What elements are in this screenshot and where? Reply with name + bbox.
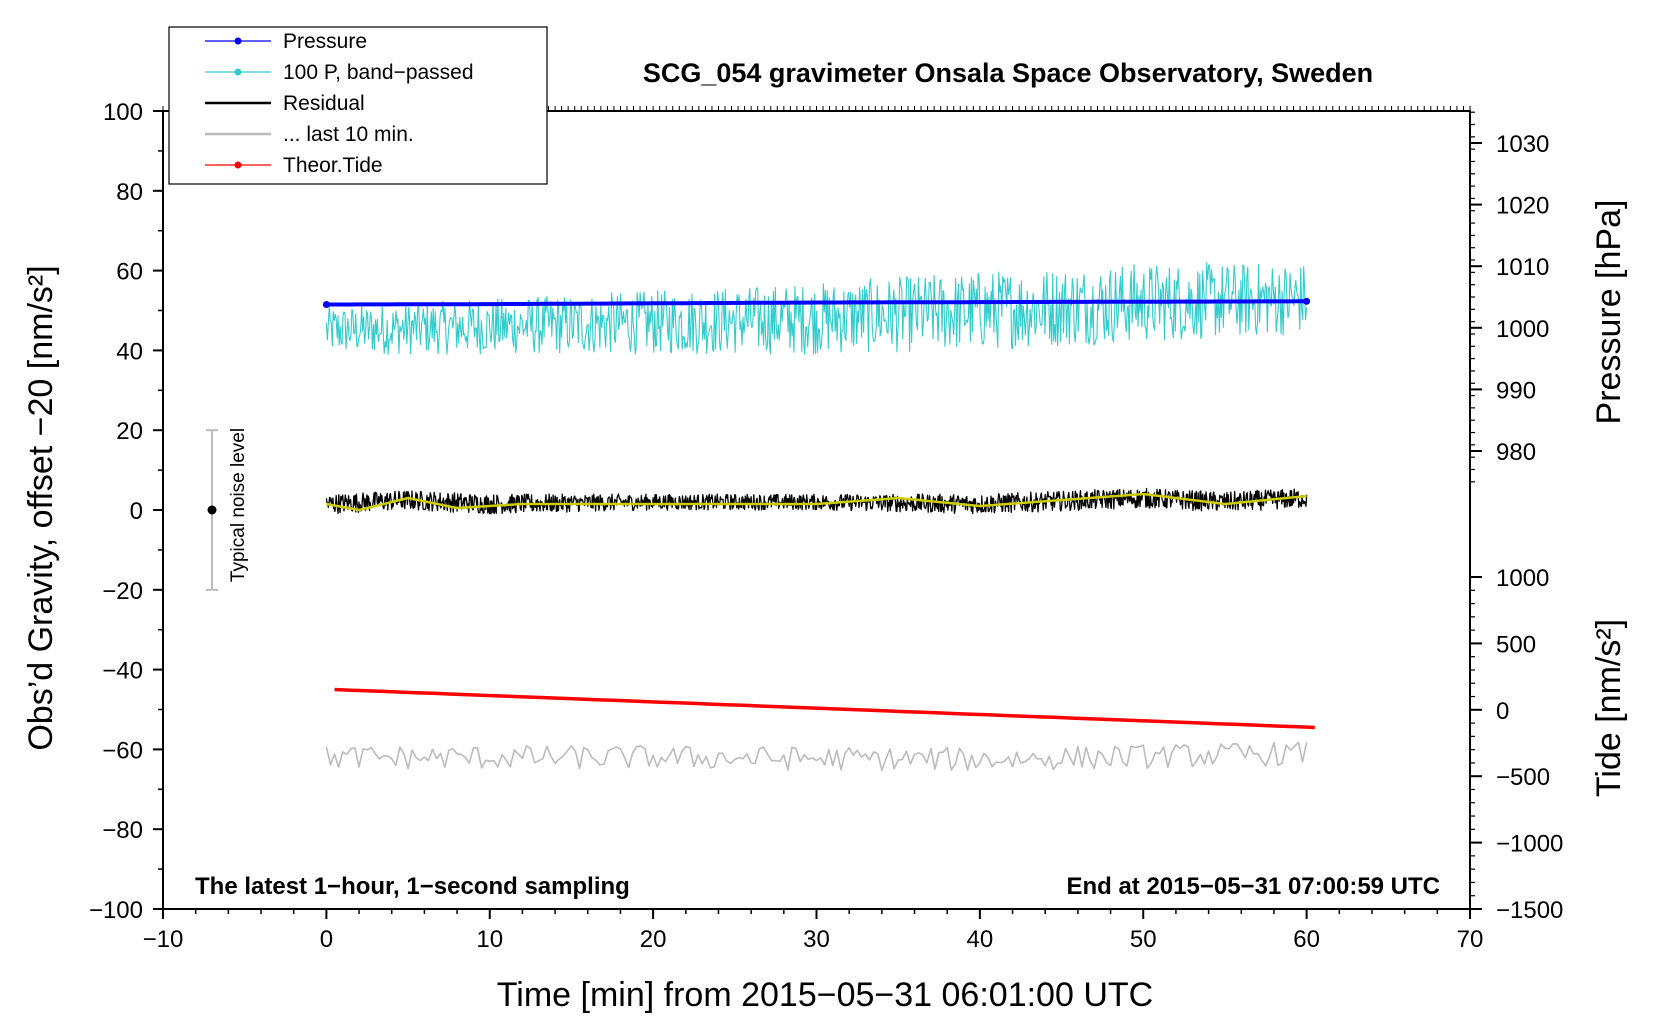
series-pressure xyxy=(326,299,1307,307)
legend-box xyxy=(168,26,548,185)
x-axis-title: Time [min] from 2015−05−31 06:01:00 UTC xyxy=(497,976,1153,1014)
x-tick-label: 70 xyxy=(1457,926,1484,953)
y-tick-label: −60 xyxy=(102,737,143,764)
pressure-tick-label: 990 xyxy=(1496,377,1536,404)
noise-level-label: Typical noise level xyxy=(228,428,249,582)
y-tick-label: 60 xyxy=(116,259,143,286)
x-tick-label: 20 xyxy=(640,926,667,953)
x-tick-label: 40 xyxy=(967,926,994,953)
tide-axis-title: Tide [nm/s²] xyxy=(1590,619,1628,797)
legend-label: Theor.Tide xyxy=(283,154,383,177)
legend-label: Residual xyxy=(283,92,365,115)
legend: Pressure 100 P, band−passed Residual ... la… xyxy=(168,26,548,185)
pressure-start-point xyxy=(322,301,330,309)
noise-bar-center xyxy=(207,505,217,515)
x-tick-label: 0 xyxy=(320,926,333,953)
series-residual-smoothed xyxy=(326,492,1307,512)
legend-marker xyxy=(234,161,242,169)
y-axis-title: Obs’d Gravity, offset −20 [nm/s²] xyxy=(22,265,60,750)
note-sampling: The latest 1−hour, 1−second sampling xyxy=(195,873,630,900)
series-theoretical-tide xyxy=(334,687,1315,730)
legend-marker xyxy=(234,37,242,45)
series-last-10-min xyxy=(325,741,1308,772)
y-tick-label: 80 xyxy=(116,179,143,206)
y-tick-label: 20 xyxy=(116,418,143,445)
y-tick-label: −80 xyxy=(102,817,143,844)
tide-tick-label: −500 xyxy=(1496,764,1550,791)
x-tick-label: −10 xyxy=(143,926,184,953)
tick-marks: −10 0 10 20 30 40 50 60 70−100−80−60−40−20020406… xyxy=(89,99,1563,953)
data-series xyxy=(206,262,1315,772)
y-tick-label: 0 xyxy=(130,498,143,525)
pressure-tick-label: 1010 xyxy=(1496,254,1549,281)
pressure-tick-label: 1030 xyxy=(1496,131,1549,158)
x-tick-label: 10 xyxy=(476,926,503,953)
y-tick-label: 40 xyxy=(116,338,143,365)
tide-tick-label: 500 xyxy=(1496,631,1536,658)
series-residual xyxy=(325,487,1308,515)
legend-marker xyxy=(234,68,242,76)
y-tick-label: −40 xyxy=(102,658,143,685)
y-tick-label: −100 xyxy=(89,897,143,924)
legend-label: 100 P, band−passed xyxy=(283,61,474,84)
x-tick-label: 50 xyxy=(1130,926,1157,953)
series-band-passed-pressure xyxy=(325,262,1308,355)
pressure-tick-label: 980 xyxy=(1496,439,1536,466)
pressure-tick-label: 1000 xyxy=(1496,316,1549,343)
tide-tick-label: 1000 xyxy=(1496,565,1549,592)
tide-tick-label: −1500 xyxy=(1496,897,1563,924)
y-tick-label: 100 xyxy=(103,99,143,126)
tide-tick-label: 0 xyxy=(1496,698,1509,725)
legend-label: Pressure xyxy=(283,30,367,53)
legend-label: ... last 10 min. xyxy=(283,123,414,146)
pressure-tick-label: 1020 xyxy=(1496,193,1549,220)
pressure-axis-title: Pressure [hPa] xyxy=(1590,200,1628,425)
tide-tick-label: −1000 xyxy=(1496,831,1563,858)
y-tick-label: −20 xyxy=(102,578,143,605)
chart-title: SCG_054 gravimeter Onsala Space Observat… xyxy=(643,58,1373,88)
x-tick-label: 60 xyxy=(1293,926,1320,953)
pressure-end-point xyxy=(1303,297,1311,305)
note-end-time: End at 2015−05−31 07:00:59 UTC xyxy=(1066,873,1440,900)
x-tick-label: 30 xyxy=(803,926,830,953)
